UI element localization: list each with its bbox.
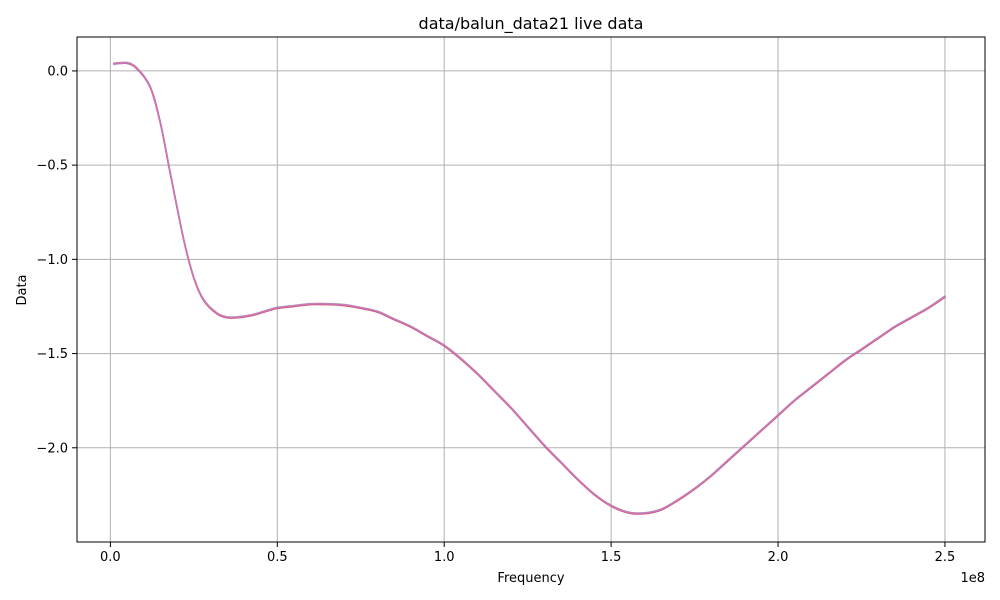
series-line-2 <box>112 61 946 514</box>
y-tick-label: −1.0 <box>36 253 68 268</box>
series-line-4 <box>112 61 946 515</box>
x-tick-label: 0.5 <box>267 550 288 565</box>
series-line-1 <box>112 62 946 515</box>
y-tick-label: 0.0 <box>47 64 68 79</box>
series-line-3 <box>112 62 946 515</box>
grid <box>77 37 985 542</box>
chart-title: data/balun_data21 live data <box>419 14 644 34</box>
x-tick-label: 1.5 <box>601 550 622 565</box>
x-tick-label: 2.0 <box>768 550 789 565</box>
ticks: 0.0 0.5 1.0 1.5 2.0 2.5 0.0 −0.5 −1.0 −1.5 −2.0 <box>36 64 955 565</box>
y-tick-label: −2.0 <box>36 441 68 456</box>
x-tick-label: 1.0 <box>434 550 455 565</box>
y-tick-label: −0.5 <box>36 159 68 174</box>
x-axis-offset-label: 1e8 <box>960 571 985 586</box>
series-group <box>112 61 946 515</box>
plot-frame <box>76 36 986 543</box>
y-axis-label: Data <box>15 274 30 305</box>
x-tick-label: 0.0 <box>100 550 121 565</box>
y-tick-label: −1.5 <box>36 347 68 362</box>
x-tick-label: 2.5 <box>935 550 956 565</box>
x-axis-label: Frequency <box>497 571 564 586</box>
